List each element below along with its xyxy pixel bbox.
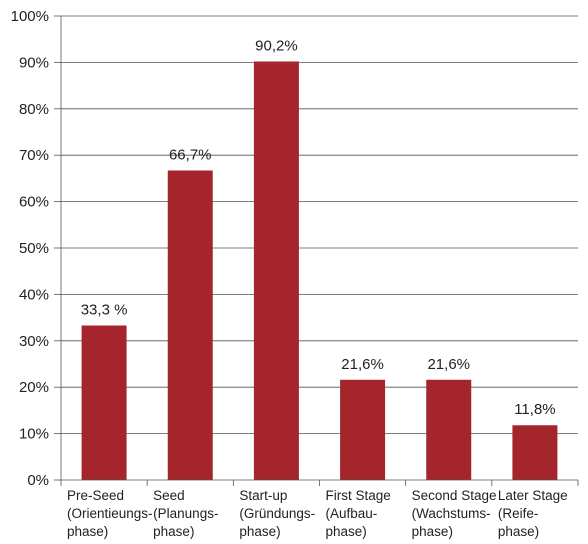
category-label: (Aufbau- bbox=[326, 506, 378, 521]
category-label: First Stage bbox=[326, 488, 391, 503]
data-label: 21,6% bbox=[427, 356, 470, 373]
y-tick-label: 50% bbox=[19, 240, 49, 257]
category-label: (Wachstums- bbox=[412, 506, 491, 521]
data-labels: 33,3 % 66,7% 90,2% 21,6% 21,6% 11,8% bbox=[81, 37, 556, 418]
data-label: 33,3 % bbox=[81, 301, 128, 318]
y-tick-label: 90% bbox=[19, 54, 49, 71]
data-label: 66,7% bbox=[169, 147, 212, 164]
y-tick-label: 70% bbox=[19, 147, 49, 164]
bar bbox=[253, 61, 299, 481]
y-tick-label: 10% bbox=[19, 426, 49, 443]
bar bbox=[167, 170, 213, 480]
category-label: (Gründungs- bbox=[239, 506, 315, 521]
category-label: phase) bbox=[67, 524, 108, 539]
y-tick-label: 30% bbox=[19, 333, 49, 350]
category-label: phase) bbox=[326, 524, 367, 539]
category-label: phase) bbox=[498, 524, 539, 539]
category-label: Later Stage bbox=[498, 488, 568, 503]
category-label: phase) bbox=[153, 524, 194, 539]
category-label: Second Stage bbox=[412, 488, 497, 503]
y-tick-label: 40% bbox=[19, 286, 49, 303]
category-label: (Planungs- bbox=[153, 506, 218, 521]
category-label: phase) bbox=[239, 524, 280, 539]
category-label: (Reife- bbox=[498, 506, 539, 521]
bars bbox=[81, 61, 558, 481]
x-axis bbox=[60, 479, 579, 486]
gridlines bbox=[61, 15, 578, 435]
category-labels: Pre-Seed (Orientieungs-phase) Seed (Planung… bbox=[67, 488, 568, 539]
y-tick-label: 60% bbox=[19, 194, 49, 211]
category-label: Pre-Seed bbox=[67, 488, 124, 503]
y-axis-ticks: 0% 10% 20% 30% 40% 50% 60% 70% 80% 90% 100% bbox=[11, 8, 62, 489]
data-label: 90,2% bbox=[255, 37, 298, 54]
category-label: Start-up bbox=[239, 488, 287, 503]
y-tick-label: 100% bbox=[11, 8, 49, 25]
y-tick-label: 0% bbox=[27, 472, 49, 489]
bar bbox=[340, 379, 386, 480]
category-label: Seed bbox=[153, 488, 185, 503]
y-tick-label: 80% bbox=[19, 101, 49, 118]
category-label: (Orientieungs- bbox=[67, 506, 153, 521]
bar bbox=[81, 325, 127, 480]
bar bbox=[512, 425, 558, 480]
data-label: 21,6% bbox=[341, 356, 384, 373]
y-tick-label: 20% bbox=[19, 379, 49, 396]
category-label: phase) bbox=[412, 524, 453, 539]
data-label: 11,8% bbox=[514, 401, 555, 418]
bar bbox=[426, 379, 472, 480]
